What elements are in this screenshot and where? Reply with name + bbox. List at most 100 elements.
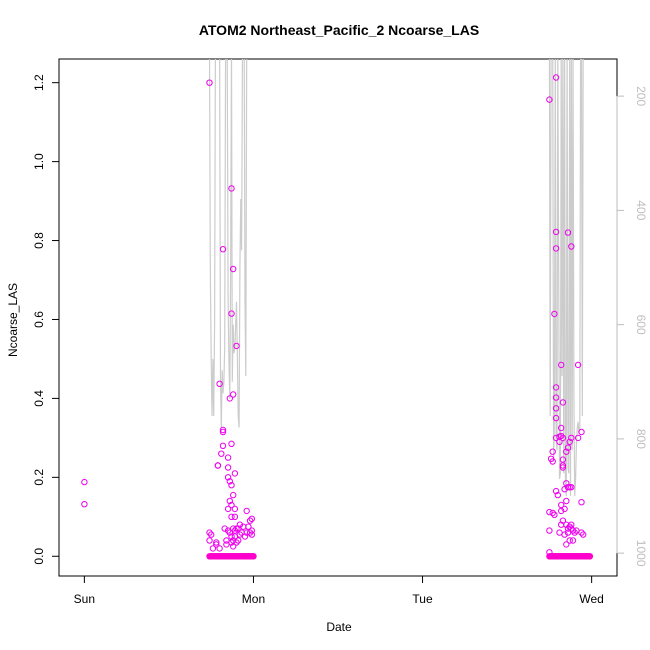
y-tick-label-2: 0.4	[32, 390, 46, 407]
data-point-49	[233, 342, 240, 350]
data-point-2	[206, 79, 213, 86]
data-point-118	[566, 537, 573, 544]
data-point-zero	[586, 553, 594, 560]
data-point-120	[568, 434, 575, 442]
data-point-89	[556, 529, 563, 536]
data-point-74	[549, 509, 556, 517]
data-point-6	[209, 545, 217, 552]
data-point-46	[231, 513, 239, 520]
data-point-8	[213, 541, 220, 548]
data-point-126	[571, 529, 578, 536]
data-point-51	[233, 539, 240, 546]
data-point-90	[558, 361, 565, 369]
data-point-85	[552, 487, 560, 495]
data-point-79	[552, 245, 560, 252]
data-point-45	[231, 505, 239, 513]
data-point-98	[559, 456, 567, 463]
data-point-94	[558, 507, 565, 515]
plot-area	[81, 59, 594, 560]
data-point-66	[248, 531, 256, 538]
data-point-83	[552, 414, 560, 422]
right-tick-label-3: 800	[634, 429, 648, 449]
data-point-44	[231, 470, 239, 477]
data-point-122	[568, 521, 575, 528]
data-point-54	[236, 521, 244, 528]
data-point-35	[228, 513, 235, 520]
data-point-47	[231, 527, 239, 534]
data-point-107	[563, 497, 570, 505]
data-point-59	[243, 507, 250, 515]
data-point-34	[228, 501, 235, 509]
data-point-36	[228, 533, 235, 540]
data-point-38	[230, 265, 237, 273]
x-axis: Sun Mon Tue Wed	[74, 575, 604, 606]
data-point-117	[566, 523, 573, 530]
data-point-40	[230, 491, 237, 499]
data-point-13	[218, 450, 225, 457]
y-tick-label-3: 0.6	[32, 311, 46, 328]
data-point-1	[81, 501, 88, 508]
data-point-105	[563, 448, 570, 455]
data-point-103	[561, 505, 568, 513]
plot-frame	[58, 58, 618, 577]
data-point-73	[549, 458, 556, 465]
data-point-88	[556, 438, 563, 445]
data-point-23	[224, 474, 232, 481]
chart-title: ATOM2 Northeast_Pacific_2 Ncoarse_LAS	[199, 22, 479, 38]
data-point-64	[248, 515, 256, 522]
data-point-17	[219, 442, 227, 449]
data-point-91	[558, 424, 565, 432]
x-tick-label-1: Mon	[242, 592, 265, 606]
data-point-63	[246, 529, 254, 536]
data-point-3	[206, 529, 213, 536]
data-point-132	[578, 529, 585, 536]
data-point-30	[228, 185, 235, 192]
data-point-121	[568, 484, 575, 491]
x-tick-label-0: Sun	[74, 592, 95, 606]
data-point-16	[219, 428, 227, 436]
data-point-100	[559, 464, 567, 471]
data-point-81	[552, 394, 560, 401]
data-point-131	[578, 499, 585, 506]
series-line-0	[208, 59, 584, 497]
data-point-21	[224, 454, 232, 461]
data-point-99	[559, 462, 567, 469]
data-point-104	[561, 531, 568, 538]
data-point-109	[563, 541, 570, 548]
data-point-20	[223, 541, 230, 548]
y-tick-label-1: 0.2	[32, 469, 46, 486]
data-point-32	[228, 440, 235, 447]
data-point-72	[549, 448, 556, 455]
data-point-77	[552, 74, 560, 81]
data-point-67	[546, 96, 553, 103]
x-tick-label-3: Wed	[579, 592, 603, 606]
data-point-11	[216, 380, 223, 387]
data-point-26	[226, 395, 234, 402]
x-axis-label: Date	[326, 620, 352, 634]
data-point-80	[552, 384, 560, 391]
data-point-101	[559, 517, 567, 524]
data-point-128	[574, 361, 582, 369]
data-point-75	[551, 310, 558, 318]
data-point-129	[574, 434, 582, 442]
data-point-39	[230, 391, 237, 398]
y-tick-label-6: 1.2	[32, 74, 46, 91]
data-point-18	[221, 525, 228, 532]
data-point-22	[224, 464, 232, 471]
data-point-96	[559, 399, 567, 406]
data-point-7	[213, 539, 220, 546]
y-axis: 0.0 0.2 0.4 0.6 0.8 1.0 1.2	[32, 74, 60, 565]
data-point-110	[564, 229, 572, 236]
data-point-4	[206, 537, 213, 544]
data-point-78	[552, 228, 560, 236]
data-point-27	[226, 478, 234, 485]
data-point-97	[559, 434, 567, 442]
data-point-115	[566, 438, 573, 445]
right-tick-label-2: 600	[634, 315, 648, 335]
data-point-92	[558, 432, 565, 440]
data-point-24	[224, 505, 232, 513]
right-tick-label-0: 200	[634, 86, 648, 106]
x-tick-label-2: Tue	[412, 592, 433, 606]
data-point-33	[228, 482, 235, 489]
